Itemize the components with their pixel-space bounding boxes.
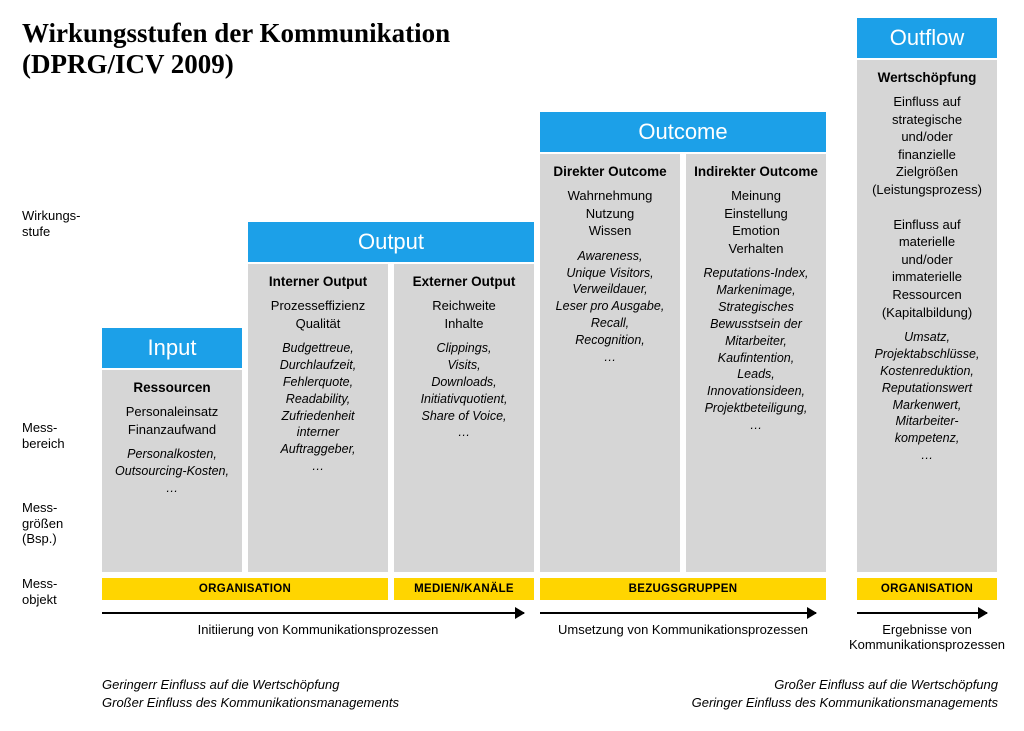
page-title: Wirkungsstufen der Kommunikation (DPRG/I… — [22, 18, 450, 80]
yellow-medien: MEDIEN/KANÄLE — [394, 578, 534, 600]
arrow-caption-ergebnisse: Ergebnisse von Kommunikationsprozessen — [832, 622, 1022, 652]
yellow-organisation-1: ORGANISATION — [102, 578, 388, 600]
examples: Clippings, Visits, Downloads, Initiativq… — [402, 340, 526, 441]
row-label-wirkungsstufe: Wirkungs- stufe — [22, 208, 81, 239]
box-outcome-direkt: Direkter Outcome Wahrnehmung Nutzung Wis… — [540, 154, 680, 572]
concepts: Personaleinsatz Finanzaufwand — [110, 403, 234, 438]
title-line-2: (DPRG/ICV 2009) — [22, 49, 450, 80]
arrow-ergebnisse — [857, 612, 987, 614]
sub-title: Direkter Outcome — [548, 164, 672, 179]
footer-right: Großer Einfluss auf die Wertschöpfung Ge… — [692, 676, 998, 711]
examples: Awareness, Unique Visitors, Verweildauer… — [548, 248, 672, 366]
sub-title: Ressourcen — [110, 380, 234, 395]
yellow-bezugsgruppen: BEZUGSGRUPPEN — [540, 578, 826, 600]
concepts: Reichweite Inhalte — [402, 297, 526, 332]
concepts: Meinung Einstellung Emotion Verhalten — [694, 187, 818, 257]
arrow-caption-initiation: Initiierung von Kommunikationsprozessen — [102, 622, 534, 637]
sub-title: Externer Output — [402, 274, 526, 289]
footer-left-line2: Großer Einfluss des Kommunikationsmanage… — [102, 694, 399, 712]
examples: Budgettreue, Durchlaufzeit, Fehlerquote,… — [256, 340, 380, 475]
concepts: Wahrnehmung Nutzung Wissen — [548, 187, 672, 240]
stage-header-outcome: Outcome — [540, 112, 826, 152]
box-outflow-wert: Wertschöpfung Einfluss auf strategische … — [857, 60, 997, 572]
footer-right-line2: Geringer Einfluss des Kommunikationsmana… — [692, 694, 998, 712]
box-output-extern: Externer Output Reichweite Inhalte Clipp… — [394, 264, 534, 572]
sub-title: Interner Output — [256, 274, 380, 289]
row-label-messobjekt: Mess- objekt — [22, 576, 57, 607]
footer-left-line1: Geringerr Einfluss auf die Wertschöpfung — [102, 676, 399, 694]
arrow-caption-umsetzung: Umsetzung von Kommunikationsprozessen — [475, 622, 891, 637]
examples: Reputations-Index, Markenimage, Strategi… — [694, 265, 818, 434]
footer-right-line1: Großer Einfluss auf die Wertschöpfung — [692, 676, 998, 694]
row-label-messbereich: Mess- bereich — [22, 420, 65, 451]
concepts: Prozesseffizienz Qualität — [256, 297, 380, 332]
examples: Umsatz, Projektabschlüsse, Kostenredukti… — [865, 329, 989, 464]
stage-header-output: Output — [248, 222, 534, 262]
examples: Personalkosten, Outsourcing-Kosten, … — [110, 446, 234, 497]
arrow-umsetzung — [540, 612, 816, 614]
box-output-intern: Interner Output Prozesseffizienz Qualitä… — [248, 264, 388, 572]
box-outcome-indirekt: Indirekter Outcome Meinung Einstellung E… — [686, 154, 826, 572]
stage-header-input: Input — [102, 328, 242, 368]
arrow-initiation — [102, 612, 524, 614]
sub-title: Indirekter Outcome — [694, 164, 818, 179]
footer-left: Geringerr Einfluss auf die Wertschöpfung… — [102, 676, 399, 711]
stage-header-outflow: Outflow — [857, 18, 997, 58]
title-line-1: Wirkungsstufen der Kommunikation — [22, 18, 450, 49]
row-label-messgroessen: Mess- größen (Bsp.) — [22, 500, 63, 547]
box-input-ressourcen: Ressourcen Personaleinsatz Finanzaufwand… — [102, 370, 242, 572]
sub-title: Wertschöpfung — [865, 70, 989, 85]
yellow-organisation-2: ORGANISATION — [857, 578, 997, 600]
concepts: Einfluss auf strategische und/oder finan… — [865, 93, 989, 321]
